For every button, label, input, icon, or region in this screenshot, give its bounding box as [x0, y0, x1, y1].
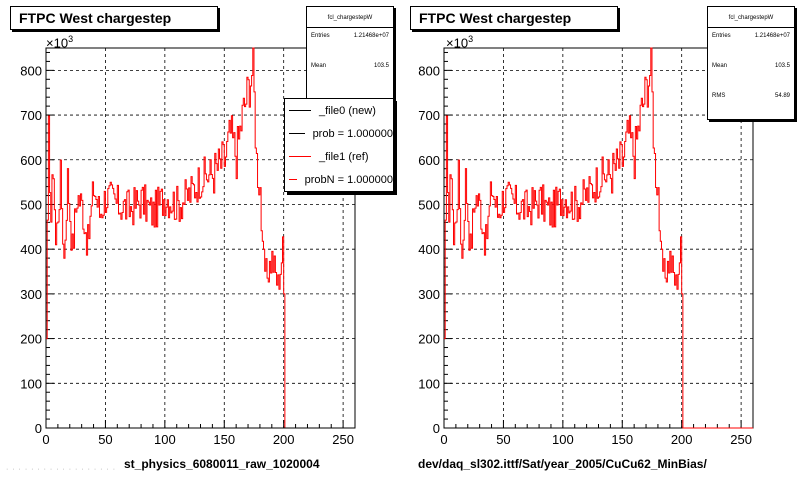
y-tick-label: 0 — [35, 421, 42, 436]
left-file-label: st_physics_6080011_raw_1020004 — [124, 457, 320, 471]
x-tick-label: 250 — [730, 432, 752, 447]
series-line — [444, 47, 753, 429]
legend-entry: prob = 1.000000 — [285, 122, 393, 145]
faint-footer-text: · · · · · · · · · · · · · · · · · · — [6, 466, 117, 473]
y-tick-label: 200 — [418, 332, 440, 347]
legend-entry: _file0 (new) — [285, 99, 393, 122]
right-plot-title: FTPC West chargestep — [410, 6, 618, 30]
y-tick-label: 300 — [20, 287, 42, 302]
x-tick-label: 200 — [671, 432, 693, 447]
x-tick-label: 50 — [496, 432, 510, 447]
y-tick-label: 800 — [20, 63, 42, 78]
left-y-multiplier: ×103 — [46, 34, 74, 51]
legend-entry: probN = 1.000000 — [285, 168, 393, 191]
plot-frame — [443, 47, 754, 429]
x-tick-label: 150 — [213, 432, 235, 447]
y-tick-label: 100 — [20, 376, 42, 391]
y-tick-label: 100 — [418, 376, 440, 391]
y-tick-label: 700 — [418, 108, 440, 123]
right-stats-box: fcl_chargestepW Entries 1.21468e+07 Mean 1… — [707, 6, 795, 120]
y-tick-label: 200 — [20, 332, 42, 347]
y-tick-label: 500 — [20, 197, 42, 212]
y-tick-label: 300 — [418, 287, 440, 302]
stats-name: fcl_chargestepW — [708, 7, 794, 28]
stats-row: Entries 1.21468e+07 — [311, 33, 389, 39]
x-tick-label: 200 — [273, 432, 295, 447]
stats-row: Mean 103.5 — [311, 63, 389, 69]
series-line — [46, 47, 355, 429]
legend: _file0 (new) prob = 1.000000 _file1 (ref… — [284, 98, 394, 192]
stats-row: Entries 1.21468e+07 — [712, 33, 790, 39]
x-tick-label: 100 — [552, 432, 574, 447]
left-canvas-pad: 0 50 100 150 200 250 0 100 200 300 400 500 600 700 800… — [6, 6, 394, 473]
x-tick-label: 0 — [440, 432, 447, 447]
x-tick-label: 50 — [98, 432, 112, 447]
x-tick-label: 0 — [42, 432, 49, 447]
x-tick-label: 150 — [611, 432, 633, 447]
stats-row: Mean 103.5 — [712, 63, 790, 69]
y-tick-label: 500 — [418, 197, 440, 212]
right-file-label: dev/daq_sl302.ittf/Sat/year_2005/CuCu62_… — [418, 457, 707, 471]
y-tick-label: 600 — [418, 153, 440, 168]
y-tick-label: 700 — [20, 108, 42, 123]
y-tick-label: 0 — [433, 421, 440, 436]
x-tick-label: 100 — [154, 432, 176, 447]
x-tick-label: 250 — [332, 432, 354, 447]
stats-name: fcl_chargestepW — [307, 7, 393, 28]
legend-entry: _file1 (ref) — [285, 145, 393, 168]
y-tick-label: 800 — [418, 63, 440, 78]
y-tick-label: 600 — [20, 153, 42, 168]
y-tick-label: 400 — [20, 242, 42, 257]
y-tick-label: 400 — [418, 242, 440, 257]
left-plot-title: FTPC West chargestep — [10, 6, 218, 30]
stats-row: RMS 54.89 — [712, 93, 790, 99]
right-histogram-plot: 0 50 100 150 200 250 0 100 200 300 400 500 600 700 800 — [418, 47, 754, 447]
right-canvas-pad: 0 50 100 150 200 250 0 100 200 300 400 500 600 700 800… — [400, 0, 800, 480]
right-y-multiplier: ×103 — [446, 34, 474, 51]
